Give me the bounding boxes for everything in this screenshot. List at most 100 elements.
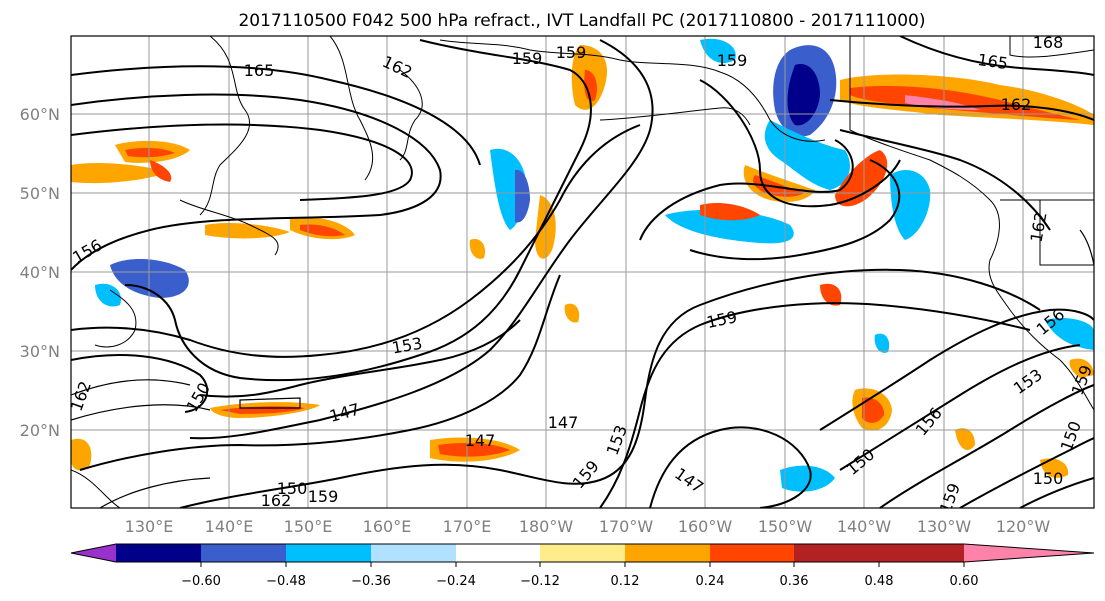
shaded-region: [780, 465, 835, 492]
contour-line: [689, 159, 901, 261]
shaded-region: [71, 162, 170, 184]
lon-label: 120°W: [996, 517, 1051, 536]
contour-label: 150: [277, 479, 308, 498]
shaded-region: [125, 147, 175, 158]
colorbar-extend-low: [71, 544, 116, 562]
contour-line: [199, 319, 521, 398]
coastline: [71, 469, 121, 508]
contour-label: 165: [244, 61, 275, 80]
lon-label: 170°W: [599, 517, 654, 536]
colorbar-tick-label: 0.60: [950, 574, 979, 589]
contour-line: [1019, 477, 1094, 508]
contour-line: [99, 477, 211, 508]
colorbar-tick-label: 0.12: [611, 574, 640, 589]
lat-label: 30°N: [20, 342, 60, 361]
border: [1000, 199, 1094, 266]
colorbar-segment: [710, 544, 794, 562]
contour-label: 147: [465, 431, 496, 450]
colorbar-segment: [456, 544, 540, 562]
shaded-region: [71, 438, 92, 471]
shaded-region: [700, 203, 760, 221]
shaded-region: [438, 442, 510, 457]
contour-line: [71, 93, 442, 271]
colorbar-tick-label: −0.48: [266, 574, 306, 589]
contour-lines: [71, 36, 1094, 508]
contour-label: 165: [976, 50, 1009, 73]
colorbar-segment: [794, 544, 879, 562]
contour-line: [839, 344, 1081, 471]
colorbar-segment: [625, 544, 710, 562]
shaded-region: [764, 120, 850, 190]
shaded-region: [95, 283, 121, 307]
lat-label: 50°N: [20, 184, 60, 203]
contour-line: [124, 39, 592, 382]
contour-line: [71, 123, 413, 201]
thin-contour-lines: [71, 229, 1094, 508]
contour-line: [819, 308, 1094, 431]
contour-line: [839, 129, 1051, 231]
colorbar-tick-label: −0.60: [181, 574, 221, 589]
shaded-region: [584, 70, 597, 102]
shaded-region: [874, 333, 890, 353]
lon-label: 180°W: [519, 517, 574, 536]
contour-label: 159: [556, 43, 587, 62]
coastline: [179, 199, 279, 256]
shaded-region: [300, 224, 345, 237]
contour-line: [71, 404, 211, 421]
colorbar-segment: [201, 544, 286, 562]
contour-line: [179, 268, 1041, 508]
colorbar-segment: [116, 544, 201, 562]
shaded-region: [515, 169, 530, 223]
shaded-region: [700, 38, 736, 64]
colorbar-tick-label: 0.48: [865, 574, 894, 589]
shaded-region: [1045, 318, 1094, 350]
coastline: [199, 36, 251, 216]
contour-line: [879, 384, 1094, 508]
coastline: [1009, 36, 1094, 58]
map-frame: [70, 35, 1095, 509]
shaded-region: [787, 64, 820, 126]
contour-label: 159: [512, 49, 543, 68]
colorbar-segment: [371, 544, 456, 562]
contour-line: [829, 99, 1094, 121]
coastline: [599, 107, 751, 126]
contour-line: [899, 36, 1094, 76]
lon-label: 160°E: [363, 517, 412, 536]
colorbar-outline: [70, 543, 1095, 563]
shaded-region: [564, 303, 580, 323]
shaded-region: [1040, 458, 1069, 478]
colorbar-tick-label: 0.36: [780, 574, 809, 589]
contour-line: [71, 379, 191, 396]
contour-line: [649, 426, 812, 508]
lat-label: 20°N: [20, 421, 60, 440]
lon-label: 170°E: [443, 517, 492, 536]
longitude-labels: 130°E 140°E 150°E 160°E 170°E 180°W 170°…: [125, 517, 1051, 536]
colorbar-extend-high: [964, 544, 1094, 562]
shaded-regions: [71, 38, 1094, 492]
contour-line: [599, 302, 1031, 508]
shaded-region: [665, 209, 794, 244]
contour-line: [239, 397, 301, 409]
contour-line: [189, 39, 654, 440]
contour-label: 159: [308, 487, 339, 506]
colorbar: −0.60 −0.48 −0.36 −0.24 −0.12 0.12 0.24 …: [70, 543, 1095, 589]
shaded-region: [955, 428, 975, 450]
lon-label: 130°E: [125, 517, 174, 536]
shaded-region: [1069, 358, 1094, 378]
lon-label: 150°E: [284, 517, 333, 536]
contour-label: 162: [261, 491, 292, 510]
latitude-labels: 60°N 50°N 40°N 30°N 20°N: [20, 105, 60, 440]
lat-label: 60°N: [20, 105, 60, 124]
contour-line: [639, 139, 854, 241]
coastline: [329, 36, 374, 181]
contour-line: [71, 354, 209, 413]
map-title: 2017110500 F042 500 hPa refract., IVT La…: [238, 11, 925, 31]
lon-label: 150°W: [758, 517, 813, 536]
colorbar-tick-label: −0.24: [436, 574, 476, 589]
lon-label: 160°W: [678, 517, 733, 536]
contour-line: [959, 437, 1094, 508]
map-area: 165 162 159 159 159 165 162 168 162 156 …: [70, 35, 1095, 510]
shaded-region: [820, 283, 842, 306]
coastline: [439, 39, 826, 142]
